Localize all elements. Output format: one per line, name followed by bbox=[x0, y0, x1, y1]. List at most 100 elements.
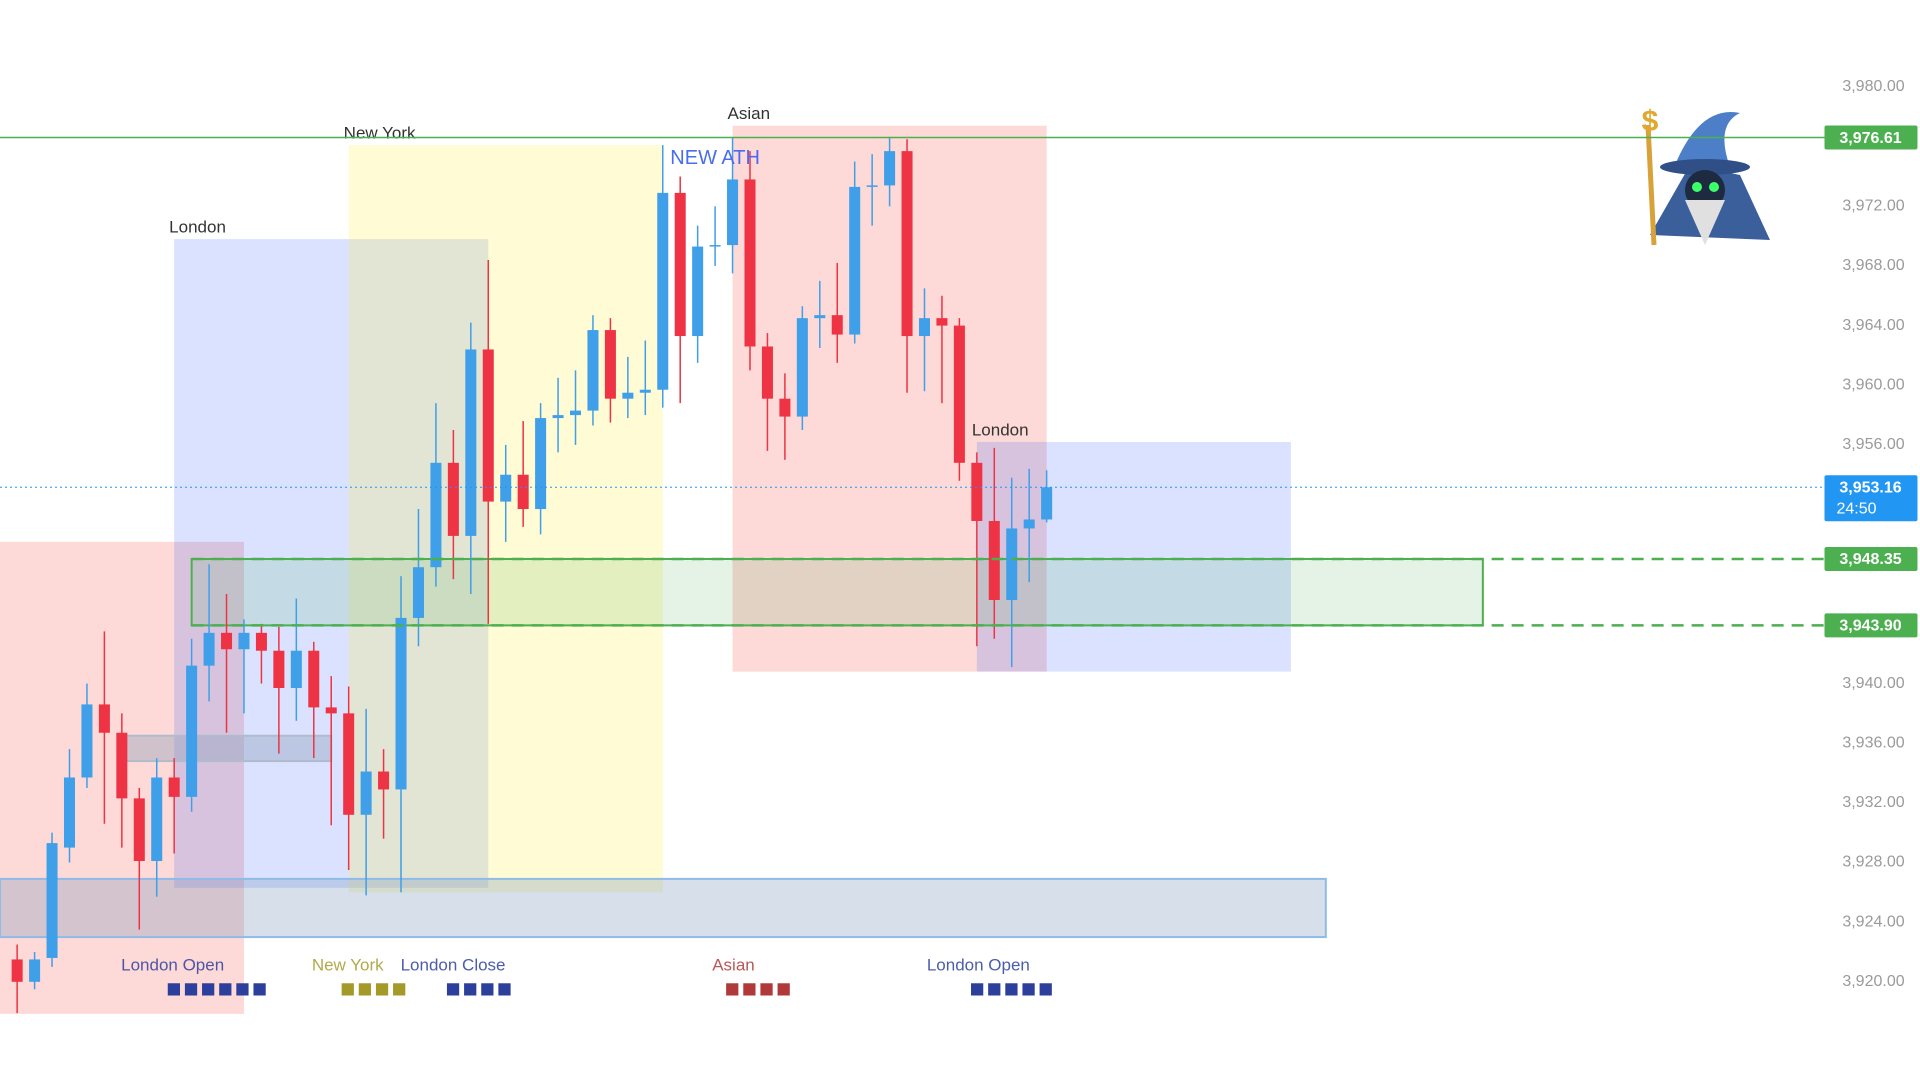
y-tick-label: 3,960.00 bbox=[1842, 376, 1904, 393]
candle-body bbox=[116, 732, 128, 799]
candle-body bbox=[168, 777, 180, 797]
candle-body bbox=[570, 410, 582, 416]
session-marker-square bbox=[1022, 983, 1035, 996]
y-tick-label: 3,920.00 bbox=[1842, 973, 1904, 990]
zone bbox=[0, 877, 1327, 939]
candle-body bbox=[517, 474, 529, 510]
candle-body bbox=[988, 520, 1000, 601]
session-marker-square bbox=[464, 983, 477, 996]
candle-body bbox=[587, 330, 599, 411]
candle-body bbox=[1006, 528, 1018, 601]
candle-body bbox=[674, 192, 686, 337]
candle-body bbox=[709, 245, 721, 247]
candle-body bbox=[936, 318, 948, 326]
candle-body bbox=[98, 704, 110, 733]
y-tick-label: 3,980.00 bbox=[1842, 78, 1904, 95]
level-tag bbox=[1824, 125, 1918, 150]
session-marker-square bbox=[498, 983, 511, 996]
zone bbox=[120, 734, 333, 763]
logo-brim bbox=[1660, 159, 1750, 175]
logo-eye bbox=[1692, 182, 1702, 192]
session-marker-square bbox=[202, 983, 215, 996]
candle-body bbox=[657, 192, 669, 390]
candle-body bbox=[953, 325, 965, 463]
level-tag bbox=[1824, 547, 1918, 572]
session-marker-square bbox=[341, 983, 354, 996]
candle-body bbox=[971, 462, 983, 521]
candle-body bbox=[273, 650, 285, 689]
candle-body bbox=[779, 398, 791, 417]
candle-body bbox=[11, 959, 23, 982]
session-label: London bbox=[169, 218, 226, 237]
y-tick-label: 3,928.00 bbox=[1842, 854, 1904, 871]
candle-body bbox=[814, 315, 826, 319]
y-tick-label: 3,924.00 bbox=[1842, 913, 1904, 930]
session-marker-label: Asian bbox=[712, 956, 755, 975]
logo-symbol: $ bbox=[1642, 105, 1659, 138]
candle-body bbox=[325, 707, 337, 714]
level-tag bbox=[1824, 613, 1918, 638]
candle-body bbox=[447, 462, 459, 536]
session-marker-square bbox=[1039, 983, 1052, 996]
candle-body bbox=[29, 959, 41, 982]
logo-beard bbox=[1685, 200, 1725, 245]
y-tick-label: 3,932.00 bbox=[1842, 794, 1904, 811]
level-label: 3,948.35 bbox=[1839, 551, 1901, 568]
session-marker-label: London Open bbox=[927, 956, 1030, 975]
candle-body bbox=[133, 798, 145, 862]
candle-body bbox=[918, 318, 930, 337]
session-marker-label: London Open bbox=[121, 956, 224, 975]
logo-staff bbox=[1645, 124, 1657, 246]
candle-body bbox=[639, 389, 651, 393]
candle-body bbox=[430, 462, 442, 568]
candle-body bbox=[395, 617, 407, 790]
candle-body bbox=[831, 315, 843, 335]
session-marker-label: New York bbox=[312, 956, 384, 975]
session-marker-square bbox=[1005, 983, 1018, 996]
session-marker-square bbox=[446, 983, 460, 996]
session-marker-square bbox=[726, 983, 739, 996]
session-marker-square bbox=[375, 983, 389, 996]
session-marker-square bbox=[777, 983, 790, 996]
candle-body bbox=[1023, 519, 1035, 529]
session-marker-square bbox=[219, 983, 232, 996]
logo-hat bbox=[1675, 112, 1740, 167]
candle-body bbox=[727, 179, 739, 246]
price-tag bbox=[1824, 475, 1918, 522]
candle-body bbox=[151, 777, 163, 862]
candle-body bbox=[744, 179, 756, 347]
session-marker-square bbox=[743, 983, 756, 996]
zone bbox=[190, 558, 1484, 627]
session-marker-square bbox=[253, 983, 266, 996]
candle-body bbox=[186, 665, 198, 797]
session-marker-square bbox=[167, 983, 180, 996]
session-marker-square bbox=[760, 983, 773, 996]
logo-eye bbox=[1709, 182, 1719, 192]
candle-body bbox=[692, 246, 704, 337]
y-tick-label: 3,964.00 bbox=[1842, 317, 1904, 334]
candle-body bbox=[849, 186, 861, 335]
session-marker-square bbox=[184, 983, 198, 996]
price-label: 3,953.16 bbox=[1839, 479, 1901, 496]
candle-body bbox=[796, 318, 808, 417]
session-marker-square bbox=[481, 983, 494, 996]
candle-body bbox=[761, 346, 773, 399]
logo: $ bbox=[1642, 105, 1770, 246]
candle-body bbox=[884, 151, 896, 186]
candle-body bbox=[500, 474, 512, 502]
session-marker-square bbox=[971, 983, 984, 996]
session-box bbox=[976, 441, 1291, 672]
candle-body bbox=[378, 771, 390, 790]
candle-body bbox=[552, 415, 564, 419]
session-marker-square bbox=[988, 983, 1001, 996]
candle-body bbox=[465, 349, 477, 536]
candle-body bbox=[63, 777, 75, 848]
y-tick-label: 3,936.00 bbox=[1842, 734, 1904, 751]
candle-body bbox=[203, 632, 215, 666]
candle-body bbox=[81, 704, 93, 778]
session-marker-square bbox=[236, 983, 249, 996]
level-label: 3,943.90 bbox=[1839, 618, 1901, 635]
countdown: 24:50 bbox=[1836, 500, 1876, 517]
candle-body bbox=[46, 843, 58, 958]
